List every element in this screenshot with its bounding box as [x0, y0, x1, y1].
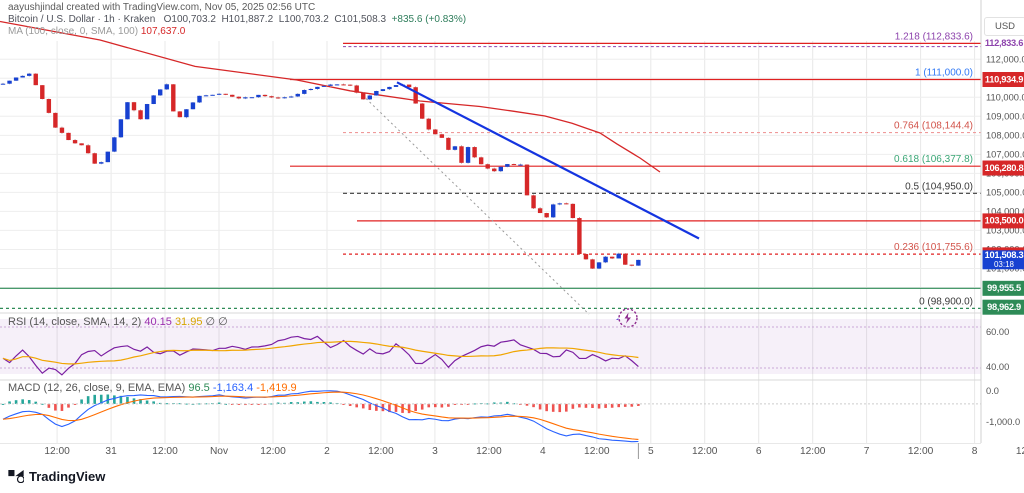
svg-text:109,000.0: 109,000.0 [986, 112, 1024, 122]
svg-text:0 (98,900.0): 0 (98,900.0) [919, 296, 973, 307]
svg-text:60.00: 60.00 [986, 327, 1009, 337]
svg-text:31: 31 [105, 446, 117, 457]
svg-text:112,833.6: 112,833.6 [985, 38, 1023, 48]
svg-text:108,000.0: 108,000.0 [986, 131, 1024, 141]
svg-text:3: 3 [432, 446, 438, 457]
svg-text:105,000.0: 105,000.0 [986, 188, 1024, 198]
svg-text:7: 7 [864, 446, 870, 457]
svg-text:110,000.0: 110,000.0 [986, 92, 1024, 102]
svg-text:110,934.9: 110,934.9 [985, 74, 1023, 84]
svg-text:99,955.5: 99,955.5 [987, 283, 1021, 293]
svg-text:12:00: 12:00 [800, 446, 826, 457]
svg-text:12:00: 12:00 [44, 446, 70, 457]
svg-text:5: 5 [648, 446, 654, 457]
svg-text:12:00: 12:00 [692, 446, 718, 457]
svg-text:12:00: 12:00 [476, 446, 502, 457]
svg-text:98,962.9: 98,962.9 [987, 302, 1021, 312]
svg-text:12:00: 12:00 [152, 446, 178, 457]
svg-text:4: 4 [540, 446, 546, 457]
svg-text:0.764 (108,144.4): 0.764 (108,144.4) [894, 121, 973, 132]
svg-text:101,508.3: 101,508.3 [985, 250, 1024, 260]
svg-text:12:00: 12:00 [260, 446, 286, 457]
svg-text:0.5 (104,950.0): 0.5 (104,950.0) [905, 181, 973, 192]
svg-text:107,000.0: 107,000.0 [986, 150, 1024, 160]
svg-text:8: 8 [972, 446, 978, 457]
svg-text:12:00: 12:00 [908, 446, 934, 457]
svg-text:106,280.8: 106,280.8 [985, 163, 1024, 173]
svg-text:0.236 (101,755.6): 0.236 (101,755.6) [894, 242, 973, 253]
svg-text:12:00: 12:00 [584, 446, 610, 457]
svg-text:40.00: 40.00 [986, 362, 1009, 372]
svg-text:-1,000.0: -1,000.0 [986, 417, 1020, 427]
svg-text:0.0: 0.0 [986, 386, 999, 396]
svg-text:0.618 (106,377.8): 0.618 (106,377.8) [894, 154, 973, 165]
svg-text:1.218 (112,833.6): 1.218 (112,833.6) [895, 31, 973, 42]
svg-text:112,000.0: 112,000.0 [986, 54, 1024, 64]
svg-text:12:00: 12:00 [368, 446, 394, 457]
svg-text:2: 2 [324, 446, 330, 457]
svg-text:1 (111,000.0): 1 (111,000.0) [915, 68, 973, 79]
svg-text:103,500.0: 103,500.0 [985, 216, 1024, 226]
svg-text:03:18: 03:18 [994, 260, 1015, 269]
svg-text:12:00: 12:00 [1016, 446, 1024, 457]
svg-text:6: 6 [756, 446, 762, 457]
svg-text:Nov: Nov [210, 446, 229, 457]
